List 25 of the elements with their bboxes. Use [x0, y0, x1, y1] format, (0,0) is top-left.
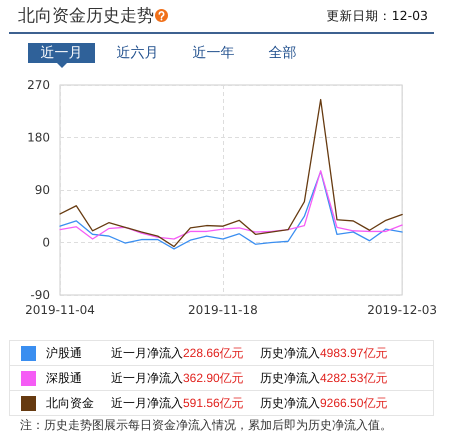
legend-label: 深股通 [46, 370, 82, 387]
y-tick-label: -90 [30, 288, 50, 302]
x-tick-label: 2019-11-04 [25, 303, 95, 317]
text: 近一月净流入362.90亿元 [111, 371, 244, 385]
text: 近一年 [192, 45, 234, 61]
text: 历史净流入9266.50亿元 [260, 396, 388, 410]
x-tick-label: 2019-11-18 [188, 303, 258, 317]
text: 近一月净流入228.66亿元 [111, 346, 244, 360]
y-tick-label: 270 [27, 78, 50, 92]
text: 近一月净流入591.56亿元 [111, 396, 244, 410]
text: 历史净流入4983.97亿元 [260, 346, 388, 360]
chart-title: 北向资金历史走势 [18, 6, 154, 26]
legend-label: 北向资金 [46, 395, 94, 412]
y-tick-label: 90 [34, 183, 50, 197]
text: 近一月 [40, 45, 82, 61]
text: 全部 [268, 45, 296, 61]
legend-label: 沪股通 [46, 345, 82, 362]
y-tick-label: 180 [27, 130, 50, 144]
chart-subtitle: 更新日期：12-03 [326, 8, 428, 24]
y-tick-label: 0 [42, 236, 50, 250]
text: 历史净流入4282.53亿元 [260, 371, 388, 385]
line-series [59, 98, 403, 248]
text: 近六月 [116, 45, 158, 61]
x-tick-label: 2019-12-03 [367, 303, 438, 317]
text: 注：历史走势图展示每日资金净流入情况，累加后即为历史净流入值。 [20, 417, 392, 433]
